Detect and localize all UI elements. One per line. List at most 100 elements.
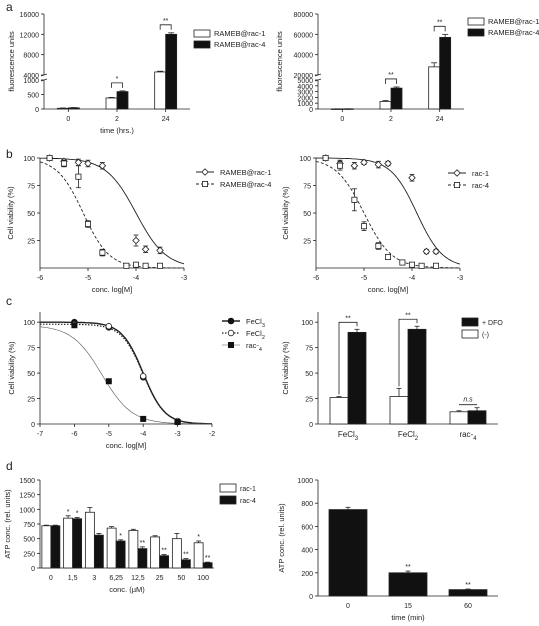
bar: [449, 411, 469, 425]
data-point: [384, 159, 392, 168]
x-tick-label: 0: [66, 116, 70, 123]
y-tick-label: 400: [301, 548, 313, 555]
bar: [439, 36, 452, 110]
x-tick-label: 15: [404, 603, 412, 610]
x-axis-label: time (hrs.): [100, 126, 134, 135]
y-axis-label: Cell viability (%): [7, 341, 16, 395]
significance-label: **: [163, 18, 169, 25]
y-axis-label: Cell viability (%): [281, 341, 290, 395]
bar: [106, 527, 117, 569]
significance-bracket: [385, 78, 397, 84]
bar: [467, 410, 487, 425]
y-tick-label: 600: [301, 524, 313, 531]
significance-label: *: [119, 533, 122, 540]
fit-curve: [40, 157, 185, 265]
significance-label: **: [183, 552, 189, 559]
x-tick-label: 0: [49, 575, 53, 582]
legend-swatch: [219, 495, 237, 505]
bar: [193, 542, 204, 569]
y-tick-label: 500: [27, 93, 39, 100]
x-tick-label: rac-4: [459, 430, 477, 442]
data-point: [46, 154, 53, 161]
x-tick-label: 24: [436, 116, 444, 123]
bar: [388, 572, 428, 597]
data-point: [132, 236, 140, 245]
data-point: [140, 415, 147, 422]
bar: [390, 87, 403, 110]
x-tick-label: 2: [115, 116, 119, 123]
bar: [347, 331, 367, 425]
data-point: [351, 196, 358, 203]
x-tick-label: -3: [181, 275, 187, 282]
y-axis-label: fluorescence units: [7, 31, 16, 92]
legend-label: RAMEB@rac-1: [214, 29, 265, 38]
data-point: [71, 322, 78, 329]
bar: [407, 328, 427, 425]
x-tick-label: 50: [177, 575, 185, 582]
data-point: [384, 253, 391, 260]
panel-letter-b: b: [6, 147, 13, 161]
data-point: [374, 160, 383, 169]
data-point: [453, 169, 461, 177]
data-point: [84, 159, 92, 168]
fit-curve: [39, 326, 212, 425]
bar: [115, 540, 126, 569]
x-tick-label: -7: [37, 431, 43, 438]
significance-label: **: [437, 19, 443, 26]
y-tick-label: 75: [305, 346, 313, 353]
y-tick-label: 0: [31, 566, 35, 573]
y-tick-label: 1000: [19, 507, 35, 514]
y-tick-label: 50: [27, 211, 35, 218]
legend-swatch: [193, 29, 211, 38]
legend-swatch: [461, 329, 479, 339]
legend-label: RAMEB@rac-4: [488, 28, 539, 37]
legend-label: RAMEB@rac-4: [220, 180, 271, 189]
y-tick-label: 75: [303, 184, 311, 191]
y-tick-label: 25: [27, 397, 35, 404]
y-tick-label: 0: [309, 594, 313, 601]
significance-bracket: [111, 82, 123, 88]
legend-swatch: [461, 317, 479, 327]
bar: [137, 548, 148, 569]
significance-bracket: [338, 321, 358, 395]
y-tick-label: 0: [309, 107, 313, 114]
data-point: [432, 262, 439, 269]
x-tick-label: -6: [71, 431, 77, 438]
legend-label: rac-1: [472, 169, 489, 178]
x-tick-label: 2: [389, 116, 393, 123]
x-tick-label: 100: [197, 575, 209, 582]
y-tick-label: 50: [305, 371, 313, 378]
y-tick-label: 16000: [20, 12, 40, 19]
y-tick-label: 800: [301, 501, 313, 508]
y-tick-label: 100: [23, 320, 35, 327]
bar: [389, 396, 409, 425]
y-tick-label: 1000: [297, 478, 313, 485]
x-tick-label: -3: [457, 275, 463, 282]
significance-label: **: [140, 540, 146, 547]
legend-label: FeCl2: [246, 329, 265, 341]
y-tick-label: 200: [301, 571, 313, 578]
data-point: [123, 262, 130, 269]
legend-label: FeCl3: [246, 317, 265, 329]
data-point: [360, 158, 368, 167]
data-point: [227, 317, 235, 325]
y-axis-label: Cell viability (%): [6, 186, 15, 240]
y-tick-label: 75: [27, 346, 35, 353]
y-tick-label: 50: [27, 371, 35, 378]
significance-label: n.s: [463, 397, 473, 404]
x-tick-label: 1,5: [68, 575, 78, 582]
bar: [50, 525, 61, 569]
x-tick-label: FeCl2: [398, 430, 419, 442]
y-tick-label: 1000: [23, 78, 39, 85]
significance-label: **: [205, 555, 211, 562]
fit-curve: [40, 321, 212, 425]
y-tick-label: 5000: [297, 78, 313, 85]
data-point: [375, 242, 382, 249]
bar: [105, 97, 118, 110]
y-tick-label: 500: [23, 537, 35, 544]
data-point: [432, 247, 440, 256]
data-point: [360, 223, 367, 230]
y-tick-label: 75: [27, 184, 35, 191]
y-tick-label: 20000: [294, 73, 314, 80]
